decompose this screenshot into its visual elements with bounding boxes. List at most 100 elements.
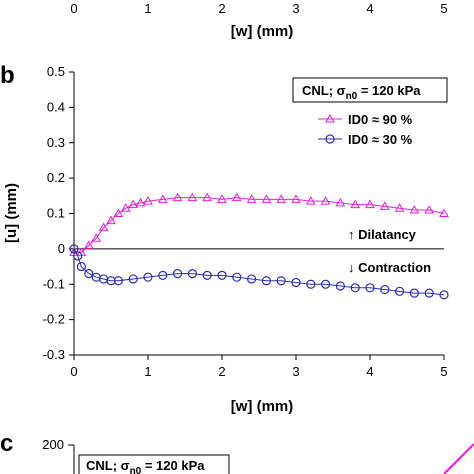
series-line-1 [73,248,445,296]
dilatancy-annotation: ↑ Dilatancy [348,227,417,242]
series-1-point-12 [187,269,197,279]
series-0-point-30 [439,208,449,217]
series-0-point-8 [128,199,139,209]
legend-marker-0 [325,113,335,123]
y-tick-label-0: 0.5 [47,64,65,79]
y-tick-label-5: 0 [58,241,65,256]
series-0-point-28 [409,204,420,214]
condition-box-frame [292,77,448,103]
series-0-point-27 [394,203,405,212]
condition-box: CNL; σn0 = 120 kPa [292,77,448,103]
condition-subscript: n0 [346,91,358,102]
y-tick-label-2: 0.3 [47,135,65,150]
series-1-point-13 [202,270,212,281]
series-0-point-4 [98,222,109,232]
series-0-point-3 [91,233,102,242]
x-tick-label-5: 5 [440,364,447,379]
y-tick-label-4: 0.1 [47,206,65,221]
y-tick-label-6: -0.1 [43,276,65,291]
y-tick-label-1: 0.4 [47,99,65,114]
series-1-point-18 [276,276,286,286]
panel-c-letter: c [0,430,13,457]
series-1-point-20 [306,279,316,289]
series-1-point-21 [321,279,331,289]
series-1-point-7 [113,276,124,286]
series-0-point-10 [143,196,153,205]
series-0-point-20 [291,194,301,203]
y-tick-label-8: -0.3 [43,347,65,362]
series-0-point-17 [246,194,257,203]
top-x-tick-0: 0 [70,1,77,16]
top-x-tick-4: 4 [366,1,373,16]
series-1-point-3 [84,269,94,279]
top-x-tick-3: 3 [292,1,299,16]
series-0-point-29 [424,204,435,214]
series-0-point-22 [320,196,331,205]
series-1-point-1 [73,251,83,261]
x-tick-label-3: 3 [292,364,299,379]
series-1-point-27 [409,288,419,298]
x-tick-label-0: 0 [70,364,77,379]
top-x-tick-1: 1 [144,1,151,16]
series-0-point-7 [120,203,131,212]
series-0-point-25 [365,199,375,209]
series-0-point-2 [83,240,94,249]
series-0-point-14 [202,192,213,202]
top-x-axis-label: [w] (mm) [231,23,294,40]
panel-b: b 0.5 0.4 0.3 0.2 0.1 0 -0.1 -0.2 -0.3 0 1 2 3 4 5 [u]… [0,62,449,415]
series-1-point-25 [380,284,390,295]
panel-c: c 200 CNL; σn0 = 120 kPa [0,430,474,474]
series-1-point-17 [261,276,271,286]
panel-c-condition-text: CNL; σn0 = 120 kPa [86,458,205,474]
series-1-point-28 [424,288,434,298]
panel-c-dense-curve [443,443,474,474]
panel-b-letter: b [0,62,15,89]
series-0-point-21 [305,196,316,205]
top-x-tick-2: 2 [218,1,225,16]
panel-c-condition-prefix: CNL; σ [86,458,130,473]
series-1-point-9 [143,272,153,282]
y-axis-label: [u] (mm) [3,183,20,243]
legend-marker-1 [325,134,335,144]
series-0-point-19 [276,194,287,203]
series-1-point-24 [365,283,375,293]
series-1-point-19 [291,277,301,288]
series-0-point-12 [172,192,183,202]
series-0-point-18 [261,194,272,203]
series-0-point-13 [187,192,198,202]
series-0-point-5 [106,215,116,225]
series-0-point-26 [379,201,390,210]
series-1-point-22 [335,281,345,291]
series-1-point-14 [217,270,227,281]
x-axis-label: [w] (mm) [231,398,294,415]
legend-label-0: ID0 ≈ 90 % [348,112,413,127]
series-0-point-16 [231,192,242,202]
y-tick-label-3: 0.2 [47,170,65,185]
panel-c-condition-box [78,454,230,474]
condition-text: CNL; σn0 = 120 kPa [302,83,421,102]
series-line-0 [74,197,445,253]
series-0-point-23 [335,197,346,207]
series-1-point-0 [69,244,79,254]
legend-label-1: ID0 ≈ 30 % [348,132,413,147]
series-0-point-9 [135,197,146,207]
series-1-point-11 [173,269,183,279]
top-x-tick-5: 5 [440,1,447,16]
panel-c-condition-subscript: n0 [130,466,142,474]
x-tick-label-4: 4 [366,364,373,379]
contraction-annotation: ↓ Contraction [348,260,431,275]
condition-value: = 120 kPa [357,83,421,98]
series-0-point-15 [217,194,227,203]
x-tick-label-1: 1 [144,364,151,379]
plot-b: 0.5 0.4 0.3 0.2 0.1 0 -0.1 -0.2 -0.3 0 1 2 3 4 5 [43,64,449,379]
x-tick-label-2: 2 [218,364,225,379]
y-tick-label-7: -0.2 [43,312,65,327]
condition-prefix: CNL; σ [302,83,346,98]
series-1-point-2 [76,261,87,272]
series-1-point-16 [247,274,257,284]
series-0-point-24 [350,199,361,209]
series-1-point-23 [350,283,360,293]
series-1-point-26 [395,286,405,296]
top-x-tick-labels: 0 1 2 3 4 5 [70,1,447,16]
